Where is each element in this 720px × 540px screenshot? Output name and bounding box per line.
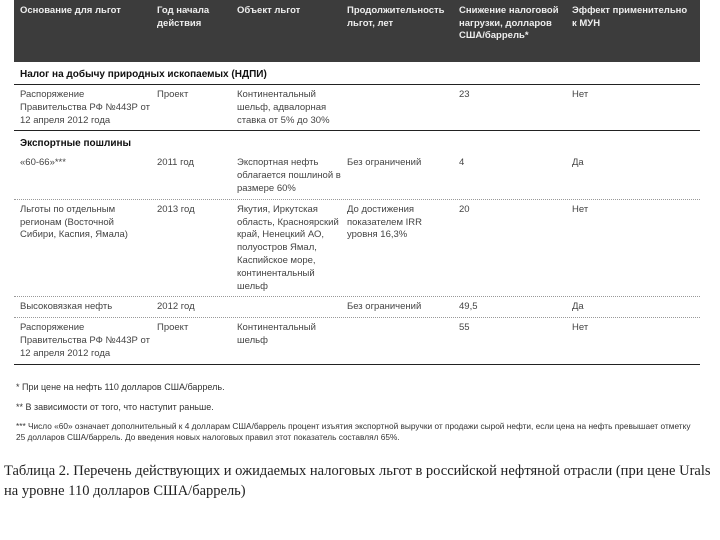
cell-object	[237, 301, 347, 314]
table-caption: Таблица 2. Перечень действующих и ожидае…	[4, 462, 711, 499]
table-row: Льготы по отдельным регионам (Восточной …	[14, 200, 700, 298]
cell-object: Континентальный шельф, адвалорная ставка…	[237, 89, 330, 126]
cell-reduction: 20	[459, 203, 470, 215]
cell-basis: Распоряжение Правительства РФ №443Р от 1…	[20, 89, 150, 126]
header-effect: Эффект применительно к МУН	[572, 5, 688, 29]
cell-duration	[347, 89, 459, 127]
cell-basis: Распоряжение Правительства РФ №443Р от 1…	[20, 322, 150, 359]
footnote-3: *** Число «60» означает дополнительный к…	[16, 420, 691, 442]
table-row: Распоряжение Правительства РФ №443Р от 1…	[14, 318, 700, 365]
cell-reduction: 4	[459, 157, 465, 169]
cell-effect: Да	[572, 301, 584, 313]
document: Основание для льгот Год начала действия …	[4, 0, 711, 501]
header-duration: Продолжительность льгот, лет	[347, 5, 445, 29]
cell-basis: «60-66»***	[20, 157, 66, 169]
cell-effect: Да	[572, 157, 584, 169]
header-reduction: Снижение налоговой нагрузки, долларов СШ…	[459, 5, 559, 41]
header-basis: Основание для льгот	[20, 5, 121, 16]
cell-year: Проект	[157, 89, 189, 100]
cell-year: Проект	[157, 322, 189, 334]
cell-reduction: 55	[459, 322, 470, 334]
cell-duration: Без ограничений	[347, 301, 422, 313]
cell-reduction: 23	[459, 89, 470, 100]
footnote-2: ** В зависимости от того, что наступит р…	[16, 401, 214, 412]
cell-object: Экспортная нефть облагается пошлиной в р…	[237, 157, 341, 194]
section-ndpi: Налог на добычу природных ископаемых (НД…	[14, 62, 700, 85]
table-row: «60-66»*** 2011 год Экспортная нефть обл…	[14, 153, 700, 200]
table-row: Высоковязкая нефть 2012 год Без ограниче…	[14, 297, 700, 319]
header-year: Год начала действия	[157, 5, 210, 29]
cell-year: 2013 год	[157, 203, 195, 215]
cell-duration: До достижения показателем IRR уровня 16,…	[347, 203, 422, 241]
cell-basis: Высоковязкая нефть	[20, 301, 113, 313]
cell-duration: Без ограничений	[347, 157, 422, 169]
cell-object: Континентальный шельф	[237, 322, 316, 346]
cell-year: 2012 год	[157, 301, 195, 313]
cell-effect: Нет	[572, 203, 589, 215]
table-header: Основание для льгот Год начала действия …	[14, 0, 700, 62]
cell-basis: Льготы по отдельным регионам (Восточной …	[20, 203, 128, 241]
footnote-1: * При цене на нефть 110 долларов США/бар…	[16, 381, 225, 392]
cell-reduction: 49,5	[459, 301, 478, 313]
cell-duration	[347, 322, 459, 360]
cell-effect: Нет	[572, 322, 589, 334]
cell-year: 2011 год	[157, 157, 194, 169]
cell-object: Якутия, Иркутская область, Красноярский …	[237, 203, 339, 292]
header-object: Объект льгот	[237, 5, 301, 16]
cell-effect: Нет	[572, 89, 589, 100]
table-row: Распоряжение Правительства РФ №443Р от 1…	[14, 85, 700, 132]
section-export: Экспортные пошлины	[20, 138, 132, 150]
footnotes: * При цене на нефть 110 долларов США/бар…	[14, 381, 700, 443]
